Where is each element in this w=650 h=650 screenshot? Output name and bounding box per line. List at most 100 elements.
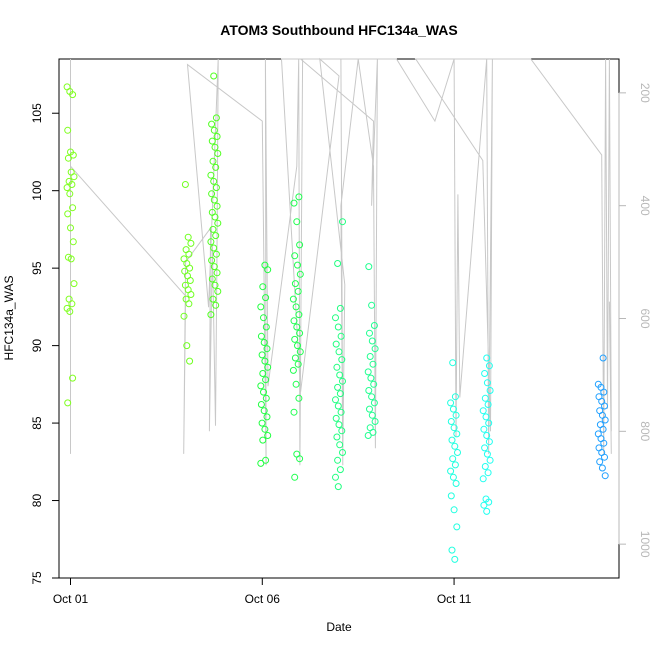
data-point [296,455,304,463]
data-point [449,455,457,463]
data-point [70,173,78,181]
data-point [454,449,461,456]
data-point [289,366,297,374]
data-point [333,433,341,441]
data-point [209,295,217,303]
data-point [294,360,302,368]
data-point [291,354,299,362]
data-point [64,126,72,134]
data-point [480,501,488,509]
data-point [481,463,489,470]
data-point [262,294,270,302]
data-point [214,219,222,227]
data-point [296,348,304,356]
data-point [334,383,342,391]
data-point [449,473,457,481]
data-point [452,480,460,487]
data-point [64,210,72,218]
data-point [366,329,373,337]
data-point [261,425,269,433]
data-point [486,456,494,464]
data-point [451,555,459,563]
data-point [212,250,220,258]
pressure-series-layer [70,57,612,466]
plot-frame [58,58,620,579]
data-point [600,439,608,447]
data-point [334,402,342,410]
data-point [291,252,299,260]
data-point [339,218,346,226]
data-point [262,456,270,464]
data-point [333,363,341,371]
data-point [368,393,376,401]
data-point [296,329,304,337]
data-point [482,413,490,421]
data-point [332,473,339,481]
data-point [599,354,607,362]
data-point [370,399,378,407]
data-point [259,370,267,377]
data-point [453,523,461,531]
data-point [210,196,218,204]
data-point [294,287,302,295]
data-point [364,432,372,439]
data-point [211,281,219,289]
data-point [212,301,220,309]
data-point [262,323,270,331]
data-point [364,368,372,376]
data-point [66,190,74,198]
data-point [64,399,72,407]
y-tick-label: 95 [30,261,44,275]
pressure-trace [70,57,612,466]
data-point [211,143,219,151]
data-point [599,425,607,433]
data-point [370,322,378,329]
data-point [70,280,78,288]
data-point [450,506,458,514]
y-tick-label: 85 [30,416,44,430]
data-point [210,263,218,271]
data-point [292,380,300,388]
data-point [339,377,346,385]
x-tick-label: Oct 06 [245,592,281,606]
y-tick-label: 105 [30,103,44,123]
data-point [338,427,346,435]
data-point [451,442,459,450]
data-point [263,345,271,353]
data-point [64,154,72,162]
data-point [291,335,299,343]
data-point [339,449,346,456]
data-point [481,394,489,402]
data-point [481,370,489,377]
data-point [69,238,77,246]
data-point [69,91,77,99]
data-point [68,181,76,188]
data-point [485,498,493,506]
data-point [447,418,455,425]
data-point [369,360,377,368]
data-point [365,387,373,394]
data-point [335,421,343,429]
data-point [450,424,458,432]
data-point [293,218,301,226]
data-point [264,363,272,371]
data-point [332,414,340,422]
data-point [290,199,298,207]
data-point [337,332,345,340]
data-point [447,467,455,475]
data-point [261,357,269,365]
data-point [484,469,492,477]
data-point [208,137,216,145]
data-point [451,461,459,469]
data-point [214,287,222,295]
data-point [485,362,493,370]
data-point [448,546,456,554]
x-tick-label: Oct 01 [53,592,89,606]
y-tick-label: 90 [30,339,44,353]
x-axis-label: Date [326,620,352,634]
data-point [296,270,304,278]
x-axis: Oct 01 Oct 06 Oct 11 [53,577,472,606]
data-point [185,250,193,258]
data-point [483,354,491,362]
data-point [209,225,217,233]
